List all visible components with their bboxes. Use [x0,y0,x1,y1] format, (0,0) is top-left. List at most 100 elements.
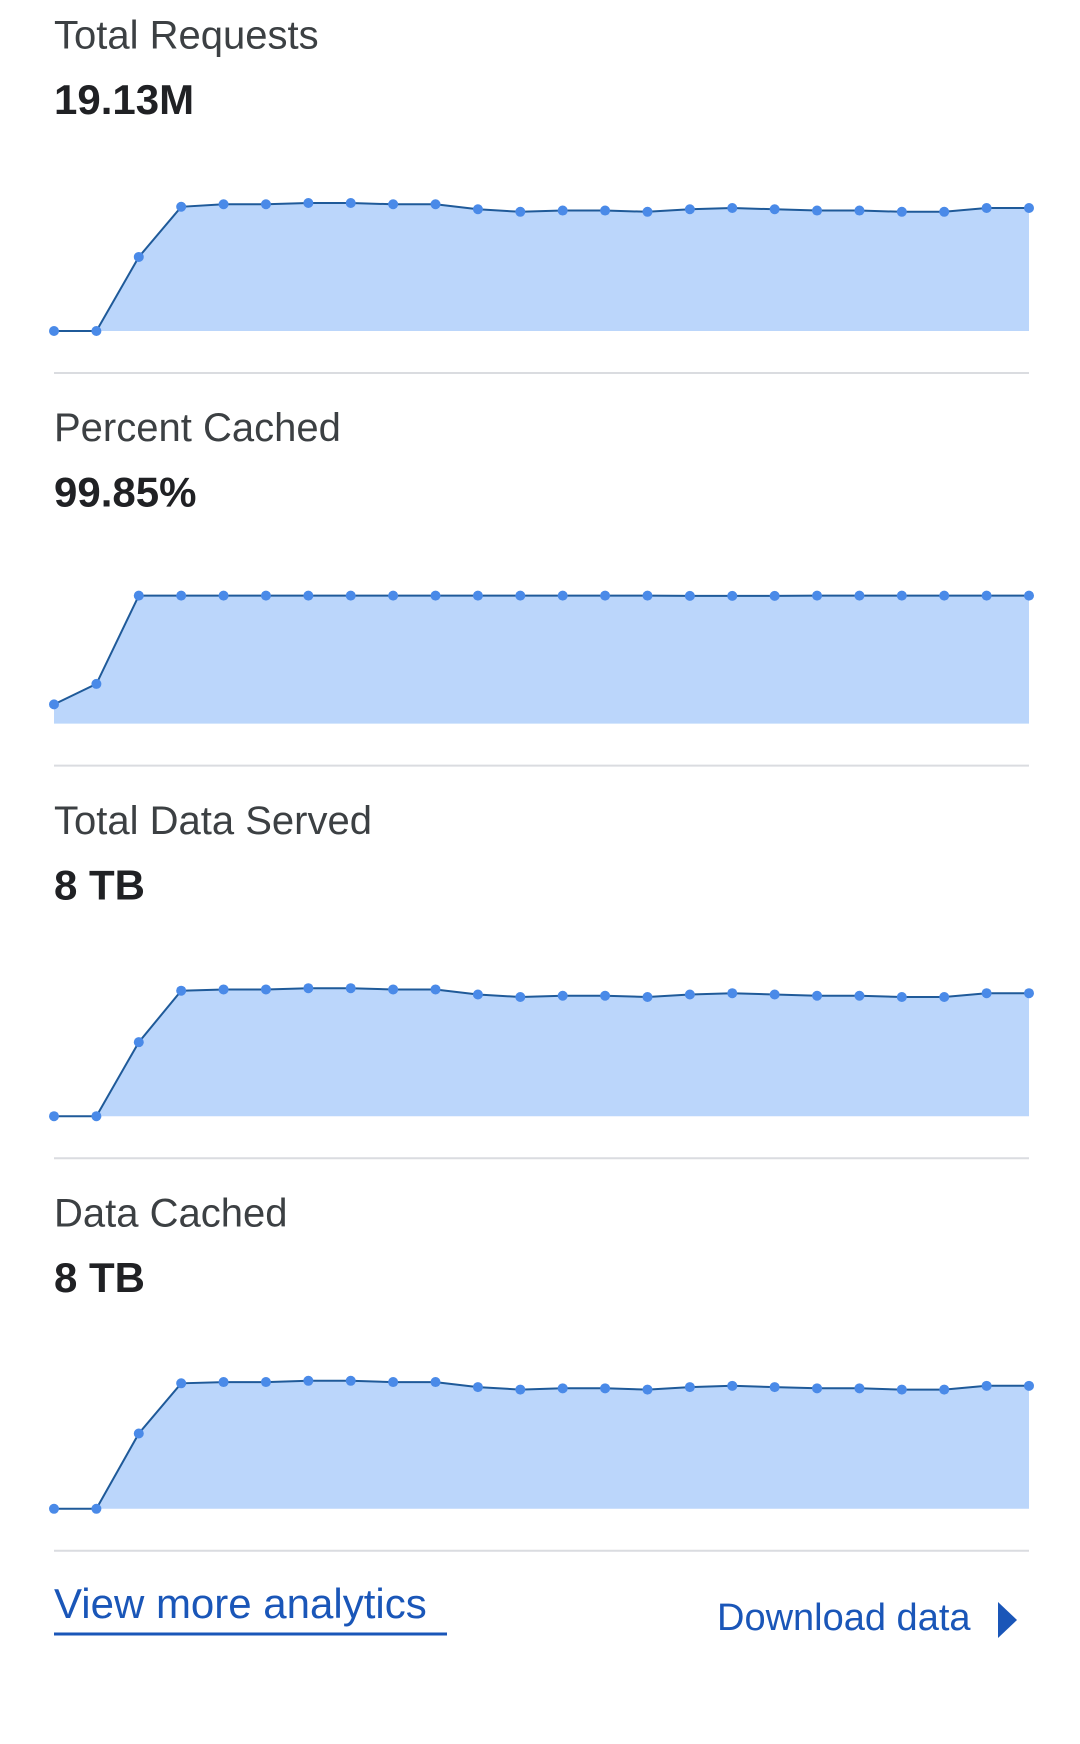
data-point [49,326,59,336]
data-point [769,1382,780,1393]
metric-title: Total Requests [54,14,319,58]
data-point [218,590,229,601]
data-point [557,205,568,216]
data-point [600,590,611,601]
data-point [388,984,399,995]
data-point [91,326,102,336]
metric-title: Total Data Served [54,799,372,843]
metric-value: 99.85% [54,469,196,516]
data-point [133,1037,144,1048]
data-point [769,989,780,1000]
data-point [769,204,780,215]
area [54,1380,1029,1509]
data-point [260,590,271,601]
data-point [812,205,823,216]
data-point [218,199,229,210]
metric-value: 8 TB [54,1254,145,1301]
data-point [939,590,950,601]
data-point [684,1382,695,1393]
data-point [515,1384,526,1395]
data-point [981,590,992,601]
data-point [430,984,441,995]
area [54,595,1029,724]
area [54,988,1029,1117]
metric-title: Percent Cached [54,406,341,450]
data-point [727,1380,738,1391]
data-point [981,988,992,999]
data-point [557,1383,568,1394]
data-point [684,590,695,601]
line [53,594,1029,706]
data-point [133,251,144,262]
data-point [642,1384,653,1395]
data-point [854,205,865,216]
data-point [133,1428,144,1439]
data-point [684,989,695,1000]
data-point [1024,988,1034,999]
data-point [388,1377,399,1388]
data-point [472,1382,483,1393]
data-point [49,1111,59,1122]
data-point [557,990,568,1001]
data-point [981,203,992,214]
data-point [388,590,399,601]
data-point [939,206,950,217]
data-point [176,590,187,601]
data-point [49,1503,59,1514]
data-point [684,204,695,215]
line [54,1379,1029,1510]
download-arrow[interactable] [998,1602,1017,1638]
data-point [600,990,611,1001]
data-point [176,1378,187,1389]
data-point [176,985,187,996]
data-point [430,1377,441,1388]
data-point [1024,1380,1034,1391]
data-point [472,204,483,215]
data-point [600,1383,611,1394]
data-point [812,590,823,601]
metric-value: 8 TB [54,861,145,908]
data-point [345,983,356,994]
data-point [1024,203,1034,214]
data-point [303,1375,314,1386]
line [54,202,1029,332]
data-point [472,590,483,601]
data-point [896,991,907,1002]
data-point [345,1375,356,1386]
data-point [218,1377,229,1388]
data-point [939,991,950,1002]
area [54,203,1029,331]
data-point [430,199,441,210]
data-point [769,590,780,601]
data-point [642,590,653,601]
data-point [557,590,568,601]
data-point [218,984,229,995]
data-point [896,590,907,601]
data-point [345,198,356,208]
data-point [303,198,314,208]
metric-value: 19.13M [54,76,194,123]
data-point [642,991,653,1002]
data-point [812,990,823,1001]
data-point [727,590,738,601]
data-point [303,983,314,994]
data-point [91,678,102,689]
data-point [91,1111,102,1122]
data-point [388,199,399,210]
data-point [133,590,144,601]
data-point [642,206,653,217]
data-point [939,1384,950,1395]
data-point [260,984,271,995]
data-point [854,1383,865,1394]
view-more-link[interactable]: View more analytics [54,1580,427,1627]
data-point [472,989,483,1000]
line [54,987,1029,1118]
data-point [854,990,865,1001]
data-point [812,1383,823,1394]
data-point [260,1377,271,1388]
data-point [303,590,314,601]
data-point [91,1503,102,1514]
download-link[interactable]: Download data [717,1597,971,1639]
